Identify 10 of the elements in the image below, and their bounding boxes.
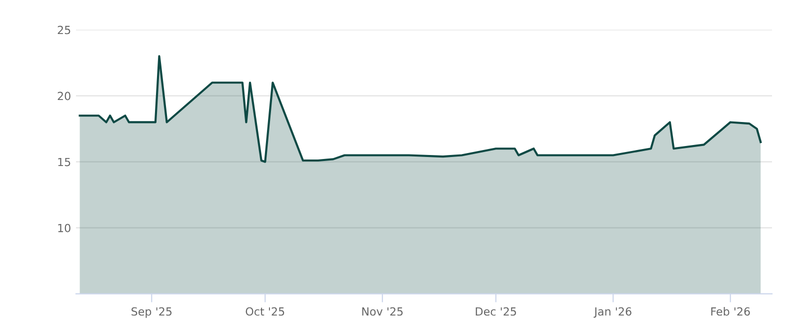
x-tick-label: Feb '26 [711, 307, 750, 316]
x-tick-label: Dec '25 [476, 307, 516, 316]
y-tick-label: 15 [58, 158, 70, 166]
x-tick-label: Nov '25 [362, 307, 403, 316]
y-tick-label: 25 [58, 26, 70, 34]
y-tick-label: 20 [58, 92, 70, 100]
x-tick-label: Jan '26 [594, 307, 632, 318]
x-tick-label: Sep '25 [132, 307, 172, 318]
y-tick-label: 10 [58, 224, 70, 232]
x-tick-label: Oct '25 [246, 307, 284, 316]
